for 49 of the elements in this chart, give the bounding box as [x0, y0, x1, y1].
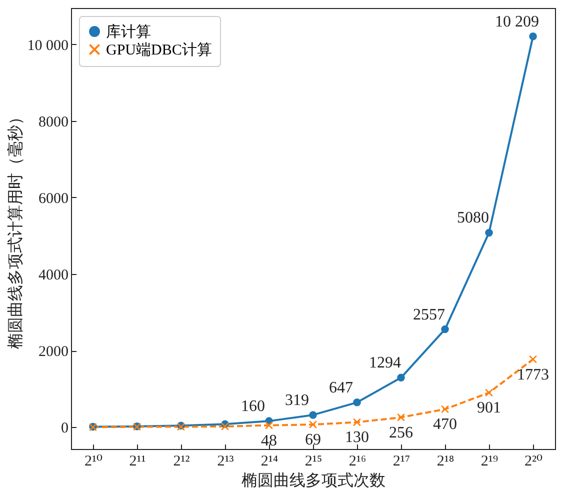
data-label: 647	[329, 379, 353, 396]
y-tick-label: 4000	[38, 268, 68, 284]
x-axis-title: 椭圆曲线多项式次数	[242, 472, 386, 490]
y-tick-label: 2000	[38, 344, 68, 360]
x-tick-label: 2¹⁸	[436, 454, 454, 470]
y-tick-label: 8000	[38, 114, 68, 130]
x-tick-label: 2¹⁶	[348, 454, 366, 470]
point	[353, 398, 361, 406]
x-tick-label: 2¹⁷	[392, 454, 410, 470]
point	[397, 414, 405, 422]
point	[309, 420, 317, 428]
data-label: 130	[345, 429, 369, 446]
point	[441, 325, 449, 334]
legend-label: 库计算	[106, 24, 151, 40]
point	[529, 355, 537, 364]
y-tick-label: 0	[61, 420, 68, 437]
point	[397, 374, 405, 382]
data-label: 319	[285, 392, 309, 409]
y-axis-title: 椭圆曲线多项式计算用时（毫秒）	[6, 109, 24, 349]
x-tick-label: 2¹¹	[129, 454, 146, 470]
x-tick-label: 2¹³	[217, 454, 234, 470]
legend-label: GPU端DBC计算	[106, 42, 212, 58]
point	[529, 32, 537, 40]
data-label: 69	[305, 432, 321, 449]
x-tick-label: 2¹⁹	[480, 454, 498, 470]
data-label: 256	[389, 424, 413, 442]
x-tick-label: 2¹⁵	[304, 454, 322, 470]
data-label: 2557	[413, 306, 445, 324]
y-tick-label: 6000	[38, 190, 68, 207]
point	[221, 422, 229, 430]
x-tick-label: 2¹⁴	[260, 454, 278, 470]
data-label: 48	[261, 432, 277, 450]
x-tick-label: 2²⁰	[524, 454, 543, 470]
data-label: 1773	[517, 366, 549, 384]
point	[485, 388, 493, 397]
point	[441, 405, 449, 414]
point	[353, 418, 361, 426]
data-label: 160	[241, 398, 265, 416]
x-tick-label: 2¹⁰	[84, 454, 103, 470]
data-label: 470	[433, 416, 457, 434]
y-tick-label: 10 000	[27, 38, 68, 54]
data-label: 10 209	[495, 13, 539, 30]
point	[265, 421, 273, 430]
data-label: 5080	[457, 210, 489, 227]
point	[309, 411, 317, 419]
point	[485, 228, 493, 237]
data-label: 901	[477, 400, 501, 417]
data-label: 1294	[369, 354, 401, 372]
x-tick-label: 2¹²	[173, 454, 190, 470]
